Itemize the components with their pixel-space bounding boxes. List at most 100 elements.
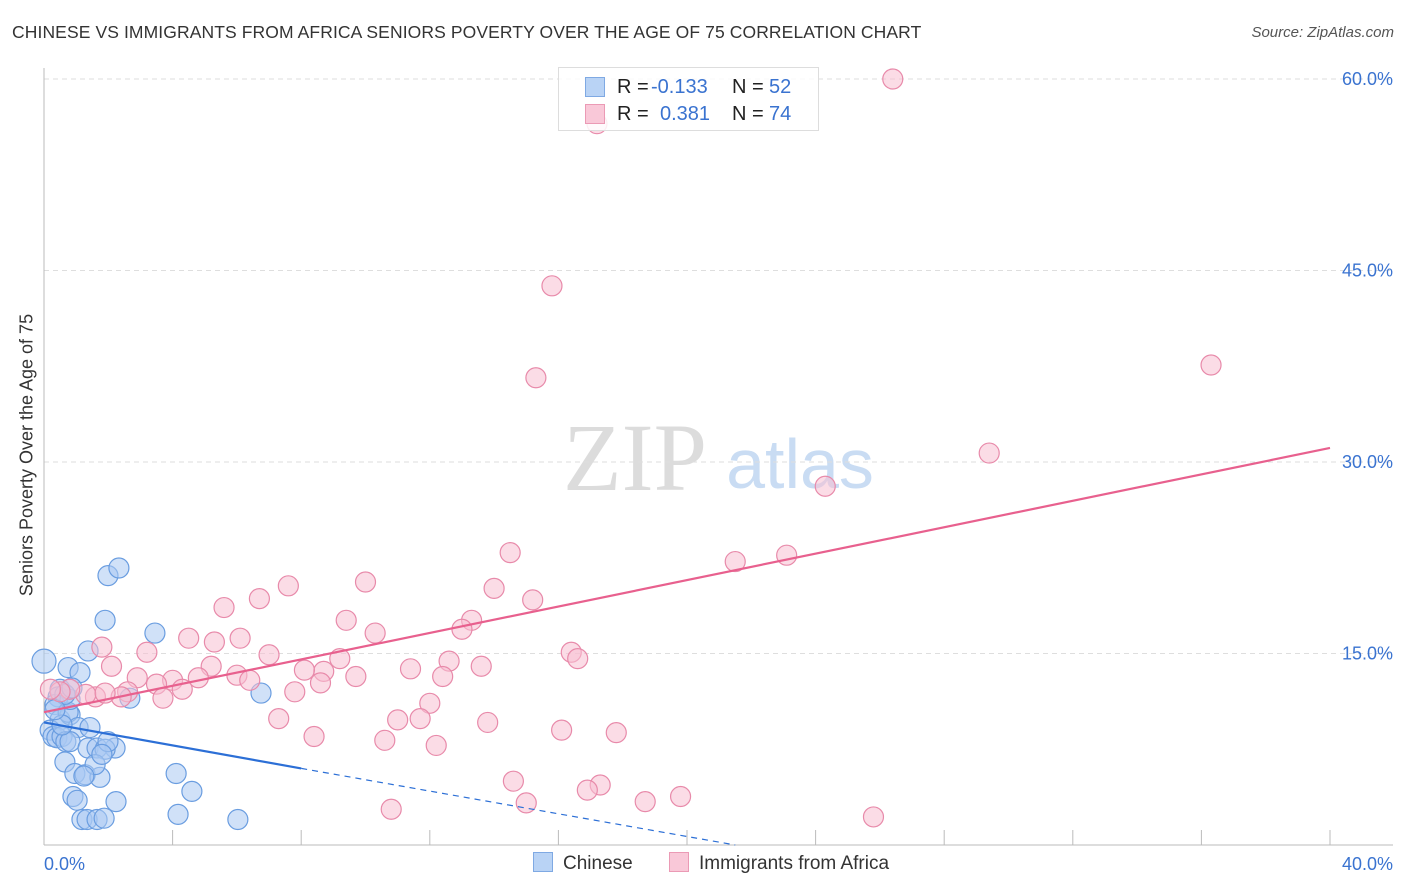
chinese-trendline-extension bbox=[301, 767, 736, 846]
africa-point bbox=[303, 725, 325, 748]
chinese-swatch bbox=[533, 852, 553, 872]
africa-point bbox=[329, 648, 351, 670]
africa-point bbox=[669, 785, 692, 808]
chinese-swatch bbox=[585, 77, 605, 97]
africa-point bbox=[136, 641, 158, 663]
africa-point bbox=[724, 550, 746, 573]
africa-point bbox=[268, 708, 290, 730]
africa-point bbox=[882, 68, 904, 90]
africa-point bbox=[374, 729, 396, 751]
chinese-point bbox=[108, 557, 130, 579]
africa-point bbox=[1200, 354, 1222, 376]
africa-point bbox=[387, 709, 409, 731]
r-value: -0.133 bbox=[651, 76, 708, 98]
africa-point bbox=[814, 475, 836, 497]
africa-point bbox=[419, 692, 441, 714]
y-tick-label: 45.0% bbox=[1342, 261, 1393, 281]
africa-point bbox=[409, 708, 431, 730]
africa-point bbox=[515, 792, 537, 814]
africa-point bbox=[425, 734, 447, 757]
chinese-point bbox=[93, 807, 115, 829]
africa-point bbox=[551, 719, 573, 741]
africa-point bbox=[335, 609, 357, 631]
africa-point bbox=[978, 442, 1000, 464]
chinese-point bbox=[227, 808, 249, 831]
chinese-point bbox=[105, 790, 127, 813]
africa-point bbox=[258, 644, 280, 666]
africa-swatch bbox=[585, 104, 605, 124]
n-value: 74 bbox=[769, 103, 792, 125]
chinese-point bbox=[73, 765, 95, 787]
chinese-point bbox=[94, 609, 116, 631]
y-tick-label: 15.0% bbox=[1342, 644, 1393, 664]
n-value: 52 bbox=[769, 76, 792, 98]
africa-point bbox=[203, 631, 225, 653]
africa-point bbox=[380, 798, 402, 820]
africa-point bbox=[354, 571, 377, 593]
africa-point bbox=[499, 542, 521, 564]
legend-item-africa: Immigrants from Africa bbox=[669, 852, 889, 875]
africa-point bbox=[483, 577, 505, 599]
africa-point bbox=[152, 687, 174, 709]
africa-point bbox=[239, 669, 261, 691]
africa-point bbox=[470, 655, 492, 677]
legend-item-chinese: Chinese bbox=[533, 852, 633, 875]
chinese-point bbox=[144, 622, 166, 644]
y-tick-label: 30.0% bbox=[1342, 452, 1393, 472]
africa-point bbox=[541, 275, 563, 297]
africa-point bbox=[634, 790, 656, 813]
legend-label: Chinese bbox=[563, 853, 633, 874]
africa-point bbox=[229, 627, 251, 649]
africa-point bbox=[525, 367, 547, 389]
africa-point bbox=[567, 648, 589, 670]
x-tick-label: 0.0% bbox=[44, 854, 85, 874]
chinese-point bbox=[181, 780, 203, 802]
legend-label: Immigrants from Africa bbox=[699, 853, 890, 874]
africa-point bbox=[862, 806, 885, 828]
africa-point bbox=[39, 678, 62, 700]
africa-point bbox=[364, 622, 386, 644]
chinese-point bbox=[66, 789, 88, 811]
africa-point bbox=[605, 722, 627, 744]
y-tick-label: 60.0% bbox=[1342, 69, 1393, 89]
chinese-point bbox=[165, 762, 187, 785]
africa-point bbox=[345, 665, 367, 688]
africa-point bbox=[100, 655, 123, 677]
africa-point bbox=[277, 575, 299, 597]
africa-point bbox=[309, 672, 332, 694]
africa-point bbox=[576, 779, 598, 801]
chinese-point bbox=[79, 716, 101, 739]
watermark-zip: ZIP bbox=[563, 404, 707, 511]
africa-point bbox=[451, 618, 473, 640]
africa-point bbox=[776, 544, 798, 566]
chinese-point bbox=[31, 648, 57, 674]
correlation-legend: R = -0.133 N = 52 R = 0.381 N = 74 bbox=[558, 67, 819, 131]
chinese-point bbox=[167, 803, 189, 825]
africa-point bbox=[399, 658, 422, 680]
source-label: Source: ZipAtlas.com bbox=[1251, 24, 1394, 41]
africa-point bbox=[432, 665, 454, 688]
africa-point bbox=[91, 636, 113, 658]
africa-point bbox=[213, 596, 235, 619]
n-label: N = bbox=[732, 76, 764, 98]
africa-point bbox=[284, 681, 306, 703]
africa-point bbox=[502, 770, 524, 792]
watermark-atlas: atlas bbox=[726, 425, 874, 503]
chinese-trendline bbox=[43, 721, 302, 770]
r-label: R = bbox=[617, 103, 649, 125]
r-label: R = bbox=[617, 76, 649, 98]
africa-point bbox=[178, 627, 200, 649]
x-tick-label: 40.0% bbox=[1342, 854, 1393, 874]
africa-swatch bbox=[669, 852, 689, 872]
africa-trendline bbox=[43, 446, 1331, 714]
chinese-point bbox=[91, 743, 113, 765]
africa-point bbox=[522, 589, 544, 611]
chart-title: CHINESE VS IMMIGRANTS FROM AFRICA SENIOR… bbox=[12, 22, 922, 42]
r-value: 0.381 bbox=[660, 103, 711, 125]
n-label: N = bbox=[732, 103, 764, 125]
africa-point bbox=[477, 711, 499, 734]
y-axis-label: Seniors Poverty Over the Age of 75 bbox=[16, 313, 37, 597]
africa-point bbox=[248, 588, 271, 610]
